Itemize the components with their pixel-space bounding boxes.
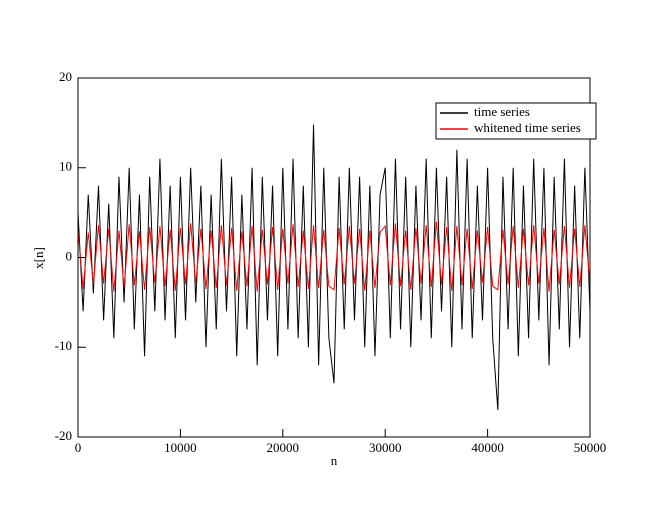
series-line	[77, 124, 591, 411]
y-tick-label: 10	[59, 159, 72, 174]
x-axis-label: n	[331, 453, 338, 468]
x-tick-label: 30000	[369, 440, 402, 455]
y-tick-label: -20	[55, 428, 72, 443]
legend-label: time series	[474, 104, 530, 119]
y-tick-label: 20	[59, 69, 72, 84]
x-tick-label: 20000	[267, 440, 300, 455]
x-tick-label: 0	[75, 440, 82, 455]
y-tick-label: 0	[66, 248, 73, 263]
legend-label: whitened time series	[474, 120, 581, 135]
y-tick-label: -10	[55, 338, 72, 353]
series-line	[77, 221, 591, 292]
y-axis-label: x[n]	[31, 247, 46, 269]
x-tick-label: 50000	[574, 440, 607, 455]
x-tick-label: 40000	[471, 440, 504, 455]
x-tick-label: 10000	[164, 440, 197, 455]
legend-box	[435, 102, 597, 140]
